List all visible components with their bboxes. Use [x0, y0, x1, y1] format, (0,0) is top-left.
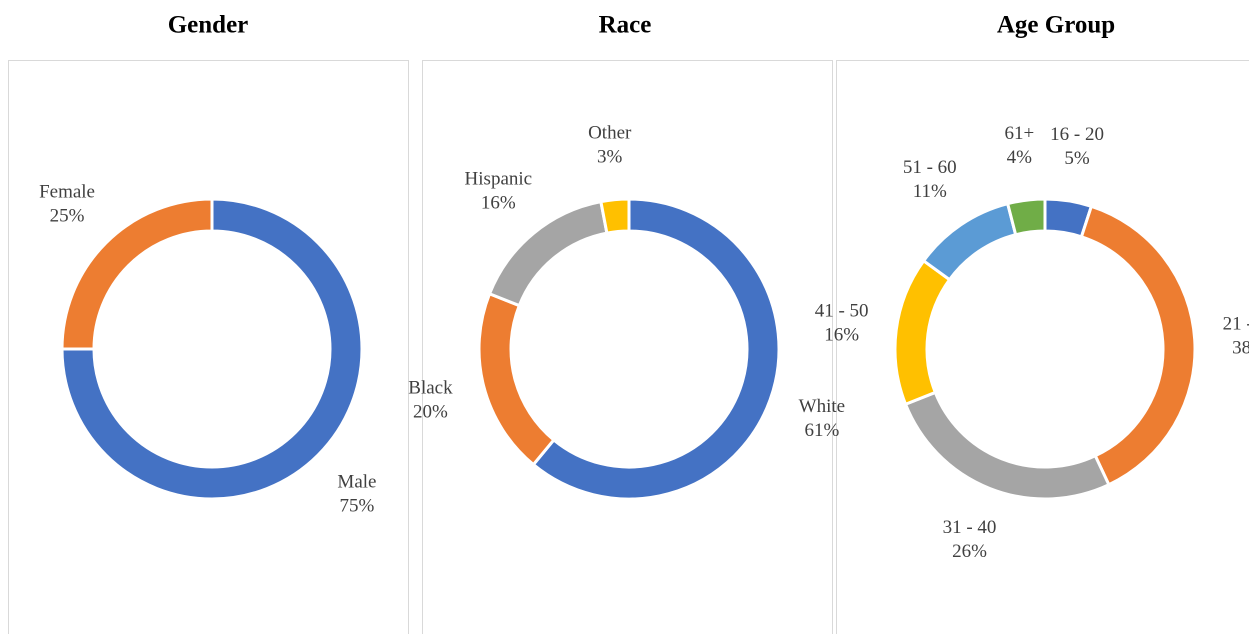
slice-value-label: 4%: [1007, 147, 1033, 168]
slice-category-label: Female: [39, 181, 95, 202]
panel: [422, 60, 833, 634]
slice-category-label: White: [799, 396, 845, 417]
slice-value-label: 16%: [481, 192, 516, 213]
donut-slice: [921, 201, 1018, 282]
panel: [8, 60, 409, 634]
slice-value-label: 3%: [597, 146, 623, 167]
slice-category-label: 21 - 30: [1223, 313, 1249, 334]
slice-category-label: 16 - 20: [1050, 124, 1104, 145]
donut-slice: [531, 197, 781, 501]
donut-slice: [599, 197, 631, 235]
slice-value-label: 5%: [1064, 148, 1090, 169]
slice-category-label: Hispanic: [465, 168, 533, 189]
donut-slice: [893, 258, 952, 407]
slice-category-label: 31 - 40: [943, 517, 997, 538]
slice-category-label: 41 - 50: [815, 301, 869, 322]
slice-value-label: 61%: [804, 420, 839, 441]
slice-value-label: 16%: [824, 325, 859, 346]
donut-slice: [1079, 204, 1197, 487]
donut-slice: [903, 390, 1111, 501]
slice-category-label: 61+: [1004, 123, 1034, 144]
donut-slice: [60, 197, 364, 501]
panel: [836, 60, 1249, 634]
slice-value-label: 26%: [952, 541, 987, 562]
donut-slice: [477, 291, 556, 467]
slice-category-label: Male: [337, 471, 376, 492]
slice-category-label: Black: [408, 377, 453, 398]
chart-title: Age Group: [997, 12, 1115, 39]
slice-category-label: Other: [588, 122, 632, 143]
slice-value-label: 20%: [413, 401, 448, 422]
chart-title: Gender: [168, 12, 249, 39]
chart-title: Race: [599, 12, 652, 39]
donut-slice: [487, 199, 609, 308]
slice-category-label: 51 - 60: [903, 157, 957, 178]
donut-slice: [60, 197, 214, 351]
donut-slice: [1005, 197, 1047, 237]
slice-value-label: 75%: [340, 495, 375, 516]
slice-value-label: 38%: [1232, 337, 1249, 358]
slice-value-label: 25%: [50, 205, 85, 226]
slice-value-label: 11%: [913, 181, 947, 202]
